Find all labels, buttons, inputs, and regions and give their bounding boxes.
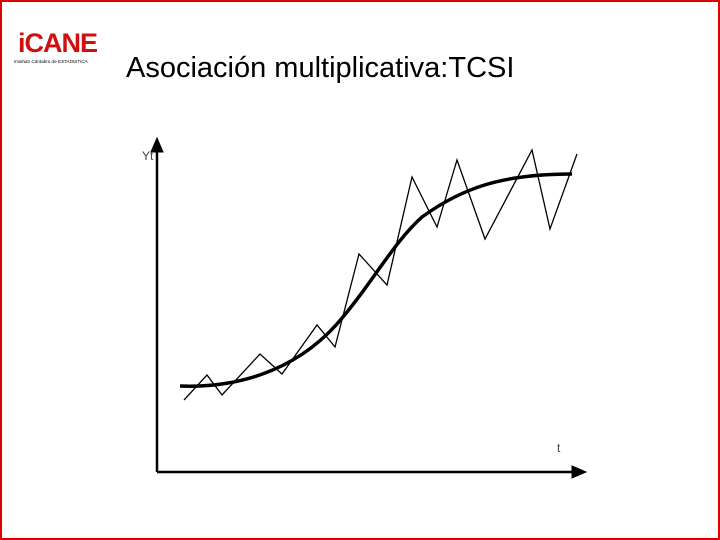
observed-series [183, 148, 578, 401]
x-label: t [557, 441, 561, 455]
x-arrow [571, 465, 588, 479]
figure [150, 136, 588, 479]
y-label: Yt [142, 149, 154, 163]
y-arrow [150, 136, 164, 153]
slide-title: Asociación multiplicativa:TCSI [126, 52, 515, 84]
logo-subtitle: Instituto Cántabro de ESTADÍSTICA [14, 58, 88, 64]
trend-curve [179, 172, 573, 388]
logo-name: iCANE [18, 28, 97, 58]
